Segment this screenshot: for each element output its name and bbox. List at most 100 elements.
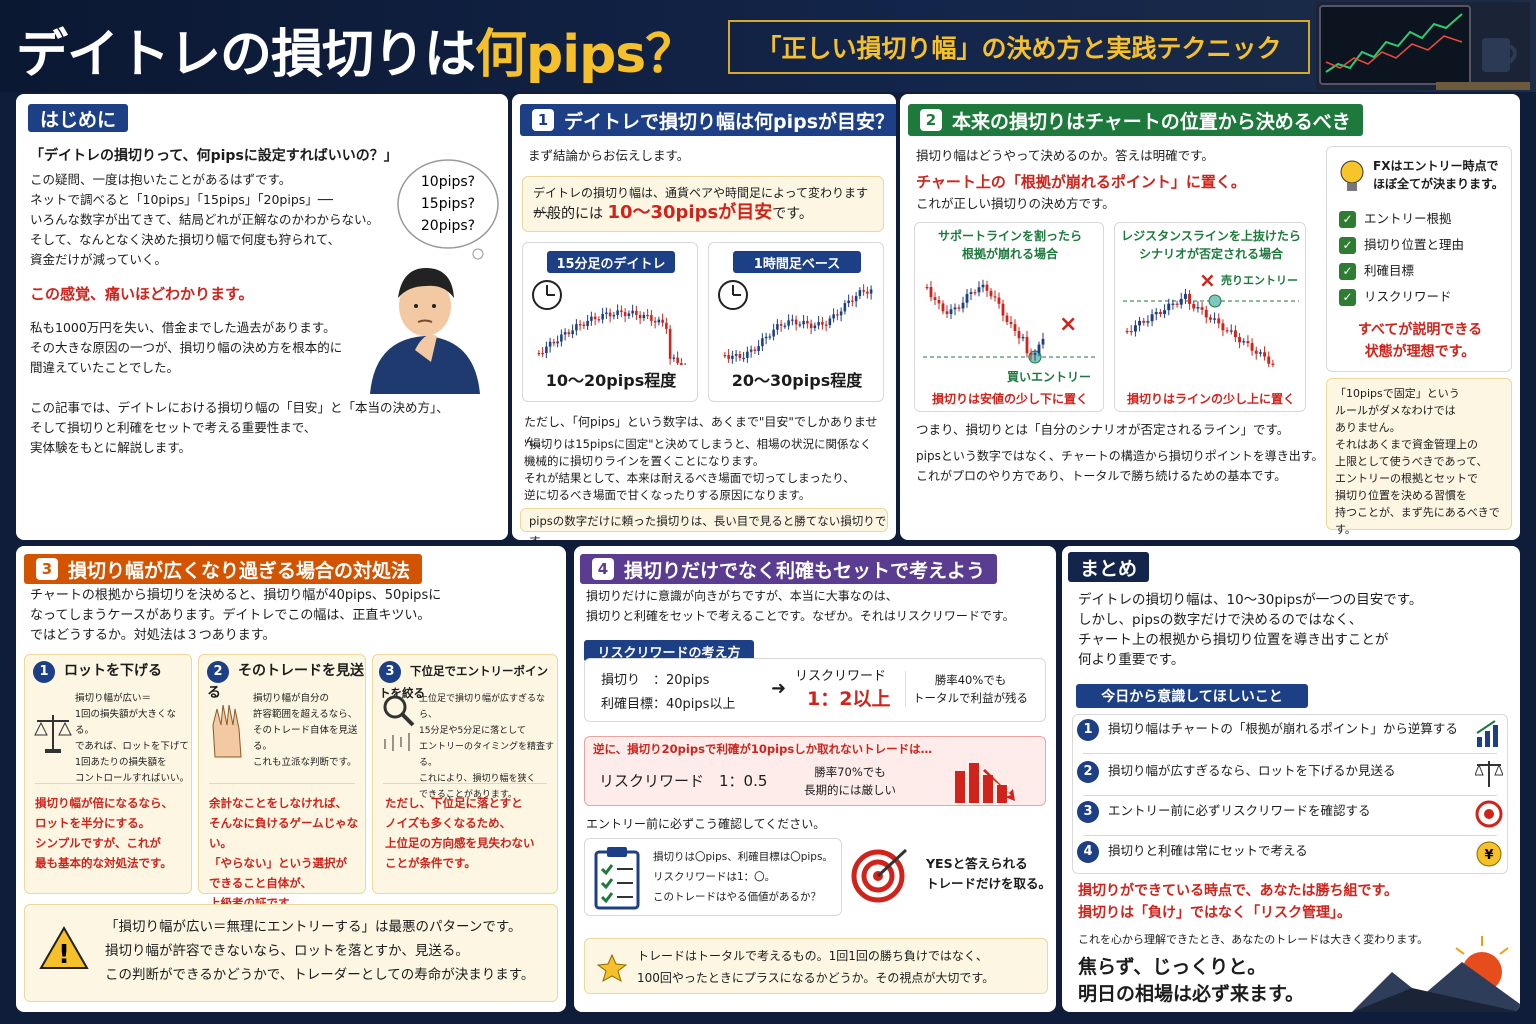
candle-body [541, 353, 544, 355]
laptop-chart-illustration [1316, 2, 1530, 90]
summary-paragraph-1: デイトレの損切り幅は、10〜30pipsが一つの目安です。 しかし、pipsの数… [1078, 592, 1423, 668]
section-1-lead: まず結論からお伝えします。 [528, 148, 690, 163]
candle-body [858, 290, 862, 297]
chart-card-1h-value: 20〜30pips程度 [731, 371, 863, 390]
candle-body [552, 341, 556, 344]
header: デイトレの損切りは何pips？ 「正しい損切り幅」の決め方と実践テクニック [0, 0, 1536, 92]
section-3-title: 3 損切り幅が広くなり過ぎる場合の対処法 [24, 554, 423, 584]
bad-trade-box: 逆に、損切り20pipsで利確が10pipsしか取れないトレードは… リスクリワ… [584, 736, 1046, 806]
check-lead: エントリー前に必ずこう確認してください。 [586, 817, 826, 831]
check-icon: ✓ [1339, 262, 1356, 280]
intro-paragraph-2: 私も1000万円を失い、借金までした過去があります。 その大きな原因の一つが、損… [30, 320, 343, 375]
check-item-4: ✓ リスクリワード [1339, 287, 1452, 307]
candle-body [1129, 331, 1133, 333]
candle-body [997, 297, 1001, 304]
section-1-footer-note: pipsの数字だけに頼った損切りは、長い目で見ると勝てない損切りです。 [520, 508, 888, 540]
candle-body [1005, 315, 1009, 322]
candle-body [993, 296, 997, 298]
candle-body [866, 291, 869, 294]
yen-coin-icon: ¥ [1476, 841, 1502, 867]
candle-body [635, 310, 638, 316]
candle-body [746, 351, 749, 358]
candle-body [989, 290, 993, 297]
check-icon: ✓ [1339, 236, 1356, 254]
candle-body [1196, 307, 1200, 309]
candle-body [1033, 353, 1037, 355]
candle-body [575, 324, 578, 331]
section-1-conclusion-box: デイトレの損切り幅は、通貨ペアや時間足によって変わりますが、 一般的には 10〜… [522, 176, 884, 232]
svg-text:¥: ¥ [1484, 848, 1493, 863]
candle-body [631, 310, 634, 314]
candle-body [802, 320, 805, 325]
candle-body [567, 332, 571, 335]
candle-body [832, 314, 835, 319]
candle-body [1179, 298, 1183, 305]
candle-body [1242, 341, 1246, 343]
section-1-title: 1 デイトレで損切り幅は何pipsが目安？ [520, 104, 896, 136]
candle-body [1192, 303, 1196, 309]
candle-body [646, 314, 649, 317]
resistance-example-card: レジスタンスラインを上抜けたら シナリオが否定される場合 × 売りエントリー 損… [1114, 222, 1306, 412]
candle-body [776, 324, 779, 330]
candle-body [623, 312, 627, 317]
candle-body [1229, 330, 1233, 332]
remedy-card-3: 3 下位足でエントリーポイントを絞る 上位足で損切り幅が広すぎるなら、 15分足や… [372, 654, 558, 894]
candle-body [821, 322, 824, 325]
candle-body [843, 303, 847, 312]
mountain-sunrise-illustration [1352, 936, 1520, 1012]
candle-body [590, 316, 593, 321]
candle-body [1250, 343, 1254, 351]
section-4-paragraph: 損切りだけに意識が向きがちですが、本当に大事なのは、 損切りと利確をセットで考え… [586, 589, 1015, 623]
warning-icon: ! [39, 925, 89, 970]
candle-body [1021, 336, 1025, 339]
section-1-paragraph-2: "損切りは15pipsに固定"と決めてしまうと、相場の状況に関係なく 機械的に損… [524, 437, 872, 502]
candle-body [742, 357, 745, 360]
candle-body [620, 310, 623, 313]
candle-body [961, 302, 965, 309]
candle-body [813, 325, 817, 329]
candle-body [973, 292, 977, 294]
candle-body [779, 324, 783, 326]
candle-body [1158, 312, 1162, 315]
section-2-paragraph-3: pipsという数字ではなく、チャートの構造から損切りポイントを導き出す。 これが… [916, 449, 1324, 483]
candle-body [977, 287, 981, 293]
candle-body [1213, 318, 1217, 320]
candle-body [1175, 303, 1179, 305]
candle-body [597, 319, 601, 321]
candle-body [957, 307, 961, 309]
summary-item-list: 1 損切り幅はチャートの「根拠が崩れるポイント」から逆算する 2 損切り幅が広すぎる… [1072, 714, 1508, 874]
candle-body [772, 329, 775, 337]
candle-body [676, 357, 679, 364]
clock-icon [532, 280, 562, 310]
candle-body [665, 322, 668, 329]
candle-body [1188, 293, 1192, 304]
candle-body [757, 346, 760, 351]
intro-panel: はじめに 「デイトレの損切りって、何pipsに設定すればいいの？」 この疑問、一… [16, 94, 508, 540]
candle-body [1013, 324, 1017, 332]
candle-body [650, 315, 653, 321]
magnifier-icon [383, 695, 415, 751]
candle-body [1025, 336, 1029, 354]
section-3-panel: 3 損切り幅が広くなり過ぎる場合の対処法 チャートの根拠から損切りを決めると、損切… [16, 546, 566, 1012]
candle-body [809, 323, 813, 329]
candle-body [571, 330, 574, 335]
section-2-panel: 2 本来の損切りはチャートの位置から決めるべき 損切り幅はどうやって決めるのか。答… [900, 94, 1520, 540]
candle-body [593, 316, 597, 320]
candle-body [1246, 341, 1250, 344]
candle-body [608, 312, 612, 317]
candle-body [560, 334, 563, 342]
risk-reward-box: 損切り ：20pips 利確目標：40pips以上 ➜ リスクリワード 1：2以… [584, 658, 1046, 722]
candle-body [941, 303, 945, 312]
summary-item-3: 3 エントリー前に必ずリスクリワードを確認する [1077, 801, 1371, 823]
clipboard-icon [594, 847, 640, 910]
candle-body [965, 294, 969, 303]
intro-question: 「デイトレの損切りって、何pipsに設定すればいいの？」 [30, 148, 398, 164]
scale-icon [34, 715, 72, 753]
candle-body [937, 300, 941, 304]
candle-body [806, 320, 809, 324]
candle-body [1225, 330, 1229, 332]
falling-bar-chart-icon [955, 763, 1015, 803]
candle-body [764, 336, 768, 339]
candle-body [638, 315, 642, 319]
candle-body [1271, 363, 1275, 365]
